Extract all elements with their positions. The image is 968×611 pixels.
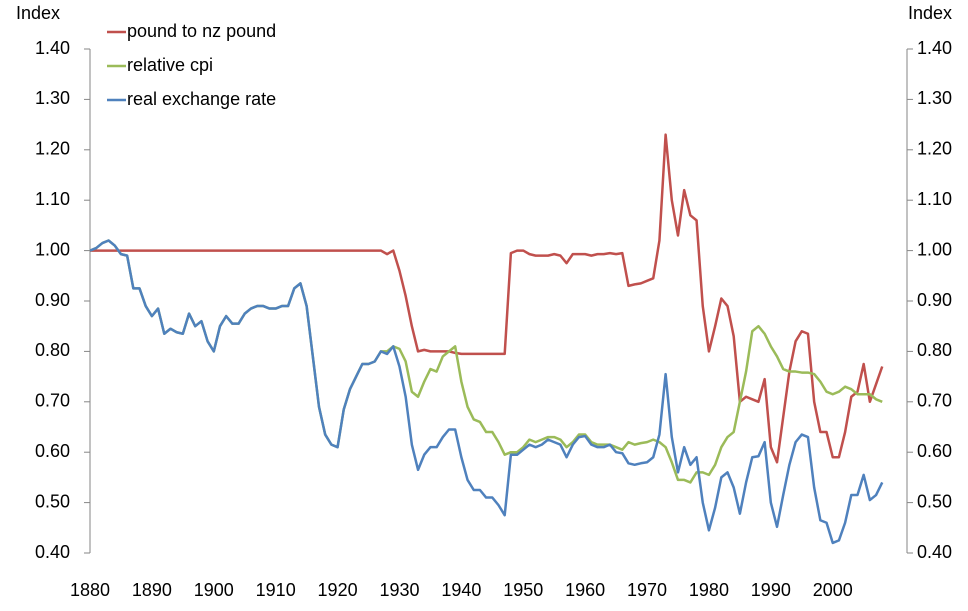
y2-tick-label: 1.00 <box>917 239 952 259</box>
y-tick-label: 1.20 <box>35 139 70 159</box>
y-tick-label: 0.90 <box>35 290 70 310</box>
line <box>90 133 884 464</box>
y2-tick-label: 0.50 <box>917 491 952 511</box>
y2-tick-label: 0.80 <box>917 340 952 360</box>
y2-tick-label: 1.40 <box>917 38 952 58</box>
y2-axis-title: Index <box>908 3 952 23</box>
x-tick-label: 1910 <box>256 580 296 600</box>
x-tick-label: 1920 <box>318 580 358 600</box>
x-tick-label: 1880 <box>70 580 110 600</box>
y-tick-label: 0.60 <box>35 441 70 461</box>
y-tick-label: 1.00 <box>35 239 70 259</box>
x-tick-label: 1980 <box>689 580 729 600</box>
y2-tick-label: 1.30 <box>917 88 952 108</box>
y-axis-title: Index <box>16 3 60 23</box>
y2-tick-label: 0.90 <box>917 290 952 310</box>
legend-label: relative cpi <box>127 55 213 75</box>
y-tick-label: 1.30 <box>35 88 70 108</box>
y2-tick-label: 0.40 <box>917 542 952 562</box>
line <box>89 239 884 545</box>
x-tick-label: 1940 <box>441 580 481 600</box>
x-tick-label: 1930 <box>379 580 419 600</box>
y2-tick-label: 0.70 <box>917 391 952 411</box>
x-tick-label: 1950 <box>503 580 543 600</box>
x-tick-label: 1960 <box>565 580 605 600</box>
legend-label: real exchange rate <box>127 89 276 109</box>
y2-tick-label: 1.20 <box>917 139 952 159</box>
x-tick-label: 1990 <box>751 580 791 600</box>
y-tick-label: 1.10 <box>35 189 70 209</box>
y-tick-label: 0.40 <box>35 542 70 562</box>
y-tick-label: 1.40 <box>35 38 70 58</box>
y-tick-label: 0.50 <box>35 491 70 511</box>
x-tick-label: 2000 <box>813 580 853 600</box>
y-tick-label: 0.80 <box>35 340 70 360</box>
x-tick-label: 1900 <box>194 580 234 600</box>
x-tick-label: 1970 <box>627 580 667 600</box>
y-tick-label: 0.70 <box>35 391 70 411</box>
y2-tick-label: 0.60 <box>917 441 952 461</box>
legend-label: pound to nz pound <box>127 21 276 41</box>
y2-tick-label: 1.10 <box>917 189 952 209</box>
x-tick-label: 1890 <box>132 580 172 600</box>
